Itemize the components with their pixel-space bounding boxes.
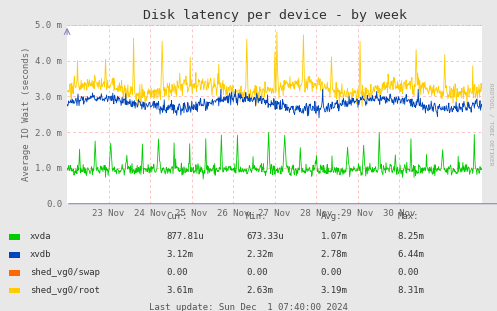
- Title: Disk latency per device - by week: Disk latency per device - by week: [143, 9, 407, 22]
- Y-axis label: Average IO Wait (seconds): Average IO Wait (seconds): [22, 47, 31, 182]
- Text: 8.25m: 8.25m: [398, 233, 424, 241]
- Text: 3.61m: 3.61m: [166, 286, 193, 295]
- Text: 1.07m: 1.07m: [321, 233, 347, 241]
- Text: Last update: Sun Dec  1 07:40:00 2024: Last update: Sun Dec 1 07:40:00 2024: [149, 304, 348, 311]
- Text: 3.19m: 3.19m: [321, 286, 347, 295]
- Text: 2.32m: 2.32m: [246, 250, 273, 259]
- Text: 0.00: 0.00: [398, 268, 419, 277]
- Text: Min:: Min:: [246, 212, 267, 221]
- Text: 2.78m: 2.78m: [321, 250, 347, 259]
- Text: 673.33u: 673.33u: [246, 233, 284, 241]
- Text: 2.63m: 2.63m: [246, 286, 273, 295]
- Text: Max:: Max:: [398, 212, 419, 221]
- Text: shed_vg0/root: shed_vg0/root: [30, 286, 100, 295]
- Text: 0.00: 0.00: [166, 268, 188, 277]
- Text: 3.12m: 3.12m: [166, 250, 193, 259]
- Text: 0.00: 0.00: [321, 268, 342, 277]
- Text: Cur:: Cur:: [166, 212, 188, 221]
- Text: xvdb: xvdb: [30, 250, 51, 259]
- Text: shed_vg0/swap: shed_vg0/swap: [30, 268, 100, 277]
- Text: RRDTOOL / TOBI OETIKER: RRDTOOL / TOBI OETIKER: [488, 83, 493, 166]
- Text: xvda: xvda: [30, 233, 51, 241]
- Text: 6.44m: 6.44m: [398, 250, 424, 259]
- Text: 877.81u: 877.81u: [166, 233, 204, 241]
- Text: Avg:: Avg:: [321, 212, 342, 221]
- Text: 8.31m: 8.31m: [398, 286, 424, 295]
- Text: 0.00: 0.00: [246, 268, 267, 277]
